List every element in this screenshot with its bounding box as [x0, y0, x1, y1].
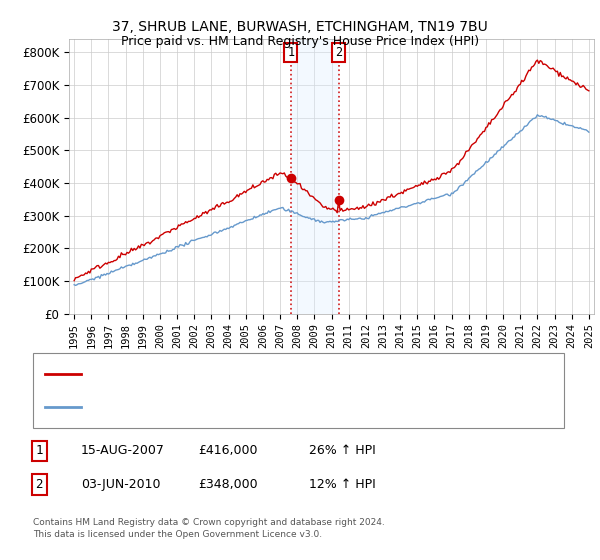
Text: Contains HM Land Registry data © Crown copyright and database right 2024.
This d: Contains HM Land Registry data © Crown c… [33, 518, 385, 539]
Text: 26% ↑ HPI: 26% ↑ HPI [309, 444, 376, 458]
Text: £348,000: £348,000 [198, 478, 257, 491]
Text: 1: 1 [35, 444, 43, 458]
Text: HPI: Average price, detached house, Rother: HPI: Average price, detached house, Roth… [90, 402, 334, 412]
Text: 2: 2 [335, 46, 342, 59]
Text: 37, SHRUB LANE, BURWASH, ETCHINGHAM, TN19 7BU (detached house): 37, SHRUB LANE, BURWASH, ETCHINGHAM, TN1… [90, 369, 493, 379]
Text: Price paid vs. HM Land Registry's House Price Index (HPI): Price paid vs. HM Land Registry's House … [121, 35, 479, 48]
Bar [291, 39, 339, 314]
Text: 1: 1 [287, 46, 295, 59]
Text: 2: 2 [35, 478, 43, 491]
Text: 15-AUG-2007: 15-AUG-2007 [81, 444, 165, 458]
Text: £416,000: £416,000 [198, 444, 257, 458]
Text: 37, SHRUB LANE, BURWASH, ETCHINGHAM, TN19 7BU: 37, SHRUB LANE, BURWASH, ETCHINGHAM, TN1… [112, 20, 488, 34]
Text: 12% ↑ HPI: 12% ↑ HPI [309, 478, 376, 491]
Text: 03-JUN-2010: 03-JUN-2010 [81, 478, 161, 491]
